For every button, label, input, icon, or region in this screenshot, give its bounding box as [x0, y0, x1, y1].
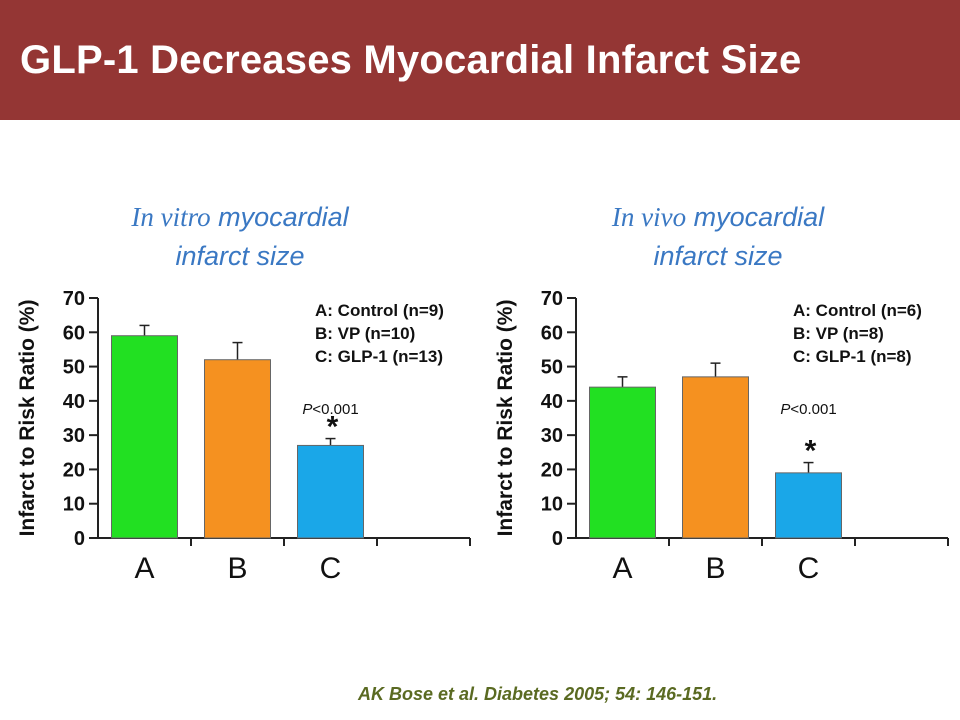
bar-b [204, 359, 271, 539]
in-vivo-title-rest: myocardial [686, 202, 825, 232]
bar-c [775, 472, 842, 539]
p-value-threshold: <0.001 [312, 401, 358, 418]
x-tick-label: C [320, 552, 342, 585]
legend-entry: B: VP (n=10) [315, 324, 415, 343]
y-tick-label: 0 [74, 528, 85, 550]
y-tick-label: 50 [63, 357, 85, 379]
legend-entry: A: Control (n=6) [793, 301, 922, 320]
p-value-symbol: P [780, 401, 790, 418]
x-tick-label: A [134, 552, 154, 585]
p-value-symbol: P [302, 401, 312, 418]
x-tick-label: B [227, 552, 247, 585]
p-value-annotation: P<0.001 [780, 401, 836, 418]
y-tick-label: 40 [541, 391, 563, 413]
citation: AK Bose et al. Diabetes 2005; 54: 146-15… [358, 684, 718, 704]
y-tick-label: 30 [63, 425, 85, 447]
y-tick-label: 10 [63, 494, 85, 516]
bar-a [589, 386, 656, 539]
y-tick-label: 10 [541, 494, 563, 516]
legend-entry: C: GLP-1 (n=13) [315, 347, 443, 366]
in-vitro-chart: Infarct to Risk Ratio (%) 0 10 20 30 40 50 60 70… [16, 288, 471, 585]
x-tick-label: C [798, 552, 820, 585]
y-tick-label: 30 [541, 425, 563, 447]
legend-entry: A: Control (n=9) [315, 301, 444, 320]
y-tick-label: 0 [552, 528, 563, 550]
y-tick-label: 60 [63, 322, 85, 344]
y-tick-label: 60 [541, 322, 563, 344]
y-tick-label: 40 [63, 391, 85, 413]
p-value-annotation: P<0.001 [302, 401, 358, 418]
in-vivo-chart: Infarct to Risk Ratio (%) 0 10 20 30 40 50 60 70… [494, 288, 949, 585]
in-vitro-title-rest: myocardial [210, 202, 349, 232]
y-tick-label: 70 [541, 288, 563, 310]
title-banner: GLP-1 Decreases Myocardial Infarct Size [0, 0, 960, 120]
in-vivo-panel-title: In vivo myocardial infarct size [538, 198, 898, 276]
in-vitro-title-line2: infarct size [175, 241, 305, 271]
p-value-threshold: <0.001 [790, 401, 836, 418]
significance-asterisk: * [327, 411, 339, 444]
in-vivo-title-line2: infarct size [653, 241, 783, 271]
in-vivo-title-line1: In vivo myocardial [538, 198, 898, 237]
y-tick-label: 50 [541, 357, 563, 379]
legend-entry: B: VP (n=8) [793, 324, 884, 343]
y-axis-label: Infarct to Risk Ratio (%) [16, 300, 39, 537]
y-axis-label: Infarct to Risk Ratio (%) [494, 300, 517, 537]
y-tick-label: 20 [541, 459, 563, 481]
x-tick-label: A [612, 552, 632, 585]
in-vitro-title-italic: In vitro [131, 202, 211, 232]
in-vivo-title-italic: In vivo [611, 202, 687, 232]
bar-c [297, 444, 364, 539]
in-vitro-title-line1: In vitro myocardial [60, 198, 420, 237]
bar-b [682, 376, 749, 539]
x-tick-label: B [705, 552, 725, 585]
bar-a [111, 335, 178, 539]
legend-entry: C: GLP-1 (n=8) [793, 347, 912, 366]
y-tick-label: 20 [63, 459, 85, 481]
y-tick-label: 70 [63, 288, 85, 310]
slide-title: GLP-1 Decreases Myocardial Infarct Size [20, 38, 802, 82]
in-vitro-panel-title: In vitro myocardial infarct size [60, 198, 420, 276]
significance-asterisk: * [805, 435, 817, 468]
